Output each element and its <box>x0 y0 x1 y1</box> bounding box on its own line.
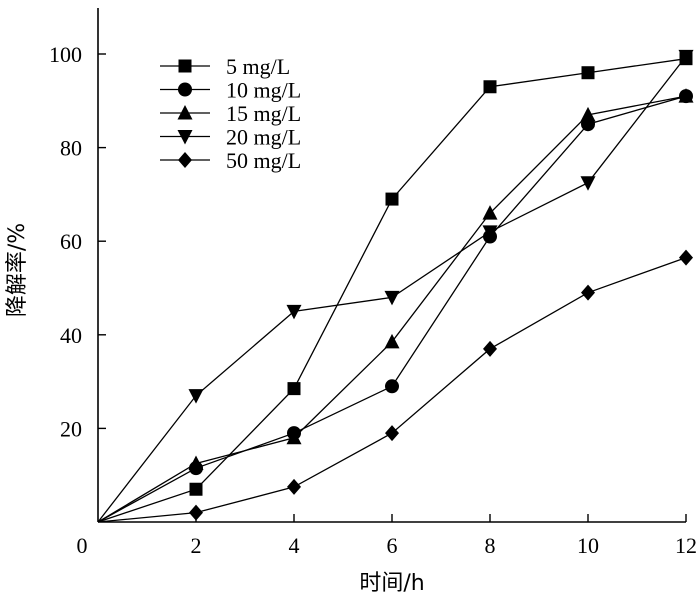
x-tick-label: 6 <box>387 533 398 558</box>
data-point-triangle-down <box>188 389 204 404</box>
legend-marker-triangle-down <box>177 130 193 145</box>
data-point-circle <box>385 379 399 394</box>
y-tick-label: 80 <box>60 136 82 161</box>
x-axis-title: 时间/h <box>359 571 424 596</box>
data-point-triangle-up <box>188 455 204 470</box>
y-tick-label: 100 <box>49 42 82 67</box>
data-point-diamond <box>581 284 595 301</box>
data-point-triangle-up <box>384 333 400 349</box>
data-point-triangle-down <box>580 176 596 191</box>
series-lines <box>97 55 687 523</box>
data-point-triangle-down <box>482 225 498 240</box>
legend-label: 50 mg/L <box>226 148 301 173</box>
x-tick-label: 4 <box>289 533 300 558</box>
data-point-diamond <box>287 478 301 495</box>
data-point-triangle-down <box>286 304 302 320</box>
legend-label: 15 mg/L <box>226 101 301 126</box>
x-tick-label: 2 <box>191 533 202 558</box>
data-point-triangle-up <box>678 88 694 103</box>
legend-marker-triangle-up <box>177 105 193 120</box>
y-tick-label: 40 <box>60 323 82 348</box>
x-tick-label: 0 <box>77 533 88 558</box>
data-point-triangle-up <box>482 205 498 220</box>
x-tick-label: 8 <box>485 533 496 558</box>
legend-label: 20 mg/L <box>226 125 301 150</box>
data-point-square <box>385 192 399 206</box>
data-point-diamond <box>189 504 203 521</box>
y-axis-title: 降解率/% <box>5 223 30 317</box>
legend: 5 mg/L10 mg/L15 mg/L20 mg/L50 mg/L <box>160 54 301 173</box>
data-point-triangle-down <box>384 290 400 306</box>
ticks: 0 2 4 6 8 10 12 20 40 60 80 100 <box>49 42 697 558</box>
data-point-square <box>581 66 595 80</box>
legend-label: 5 mg/L <box>226 54 290 79</box>
data-point-diamond <box>483 340 497 357</box>
legend-marker-circle <box>178 82 192 97</box>
x-tick-label: 10 <box>577 533 599 558</box>
x-tick-label: 12 <box>675 533 697 558</box>
data-point-triangle-down <box>678 49 694 65</box>
data-point-triangle-up <box>286 429 302 445</box>
data-point-square <box>189 482 203 496</box>
y-tick-label: 60 <box>60 229 82 254</box>
legend-marker-diamond <box>178 152 192 168</box>
series-line-1 <box>97 58 687 523</box>
y-tick-label: 20 <box>60 416 82 441</box>
legend-marker-square <box>178 59 192 73</box>
data-point-triangle-up <box>580 106 596 122</box>
data-point-square <box>287 382 301 396</box>
series-markers <box>188 49 694 521</box>
data-point-diamond <box>385 425 399 442</box>
data-point-diamond <box>679 249 693 266</box>
legend-label: 10 mg/L <box>226 78 301 103</box>
data-point-square <box>483 80 497 94</box>
